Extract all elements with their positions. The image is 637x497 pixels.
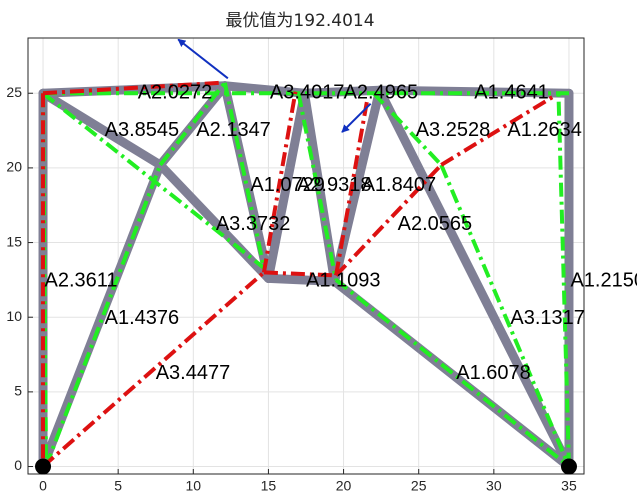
member-label: A2.0565 xyxy=(398,213,473,235)
y-tick-label: 10 xyxy=(6,308,22,324)
member xyxy=(439,164,571,468)
member xyxy=(38,160,165,472)
member-label: A3.3732 xyxy=(216,213,291,235)
member xyxy=(222,82,266,269)
chart-title: 最优值为192.4014 xyxy=(225,11,374,31)
member xyxy=(41,270,266,469)
member-label: A1.8407 xyxy=(362,174,437,196)
member xyxy=(42,80,221,96)
member-label: A1.4641 xyxy=(474,82,549,104)
x-tick-label: 0 xyxy=(39,478,47,494)
member-label: A2.4965 xyxy=(344,82,419,104)
y-tick-label: 0 xyxy=(14,457,22,473)
member-label: A3.4017 xyxy=(270,82,345,104)
member xyxy=(158,81,227,167)
x-tick-label: 15 xyxy=(261,478,277,494)
member-label: A2.0272 xyxy=(138,82,213,104)
member xyxy=(334,278,571,469)
member-label: A2.3611 xyxy=(45,270,118,292)
member xyxy=(334,97,370,276)
member-label: A1.6078 xyxy=(456,362,531,384)
y-tick-label: 15 xyxy=(6,233,22,249)
x-tick-label: 25 xyxy=(411,478,427,494)
member-label: A3.4477 xyxy=(156,362,231,384)
member-label: A3.2528 xyxy=(416,119,491,141)
y-tick-label: 25 xyxy=(6,84,22,100)
member xyxy=(375,85,574,472)
member-label: A2.9318 xyxy=(297,174,372,196)
support-node xyxy=(35,458,52,475)
member xyxy=(261,91,298,273)
member-label: A1.2150 xyxy=(570,270,637,292)
member xyxy=(330,85,385,286)
axes-box xyxy=(27,37,585,475)
member xyxy=(155,160,273,283)
y-tick-label: 20 xyxy=(6,159,22,175)
member xyxy=(556,93,571,467)
member xyxy=(38,88,165,170)
x-tick-label: 5 xyxy=(114,478,122,494)
x-tick-label: 10 xyxy=(186,478,202,494)
member xyxy=(296,92,339,281)
y-tick-label: 5 xyxy=(14,383,22,399)
x-tick-label: 30 xyxy=(486,478,502,494)
member-label: A1.2634 xyxy=(507,119,582,141)
arrow xyxy=(177,38,229,80)
member-label: A3.8545 xyxy=(105,119,180,141)
support-node xyxy=(560,458,577,475)
member-label: A3.1317 xyxy=(510,307,585,329)
member xyxy=(299,88,340,286)
arrow xyxy=(341,102,372,133)
member xyxy=(263,270,337,278)
member-label: A1.0729 xyxy=(250,174,325,196)
member xyxy=(440,94,555,167)
member xyxy=(263,273,340,286)
member xyxy=(372,91,443,167)
member-label: A2.1347 xyxy=(196,119,271,141)
member xyxy=(334,163,443,277)
member-label: A1.4376 xyxy=(105,307,180,329)
x-tick-label: 20 xyxy=(336,478,352,494)
member xyxy=(263,88,309,283)
member-label: A1.1093 xyxy=(306,270,381,292)
x-tick-label: 35 xyxy=(561,478,577,494)
